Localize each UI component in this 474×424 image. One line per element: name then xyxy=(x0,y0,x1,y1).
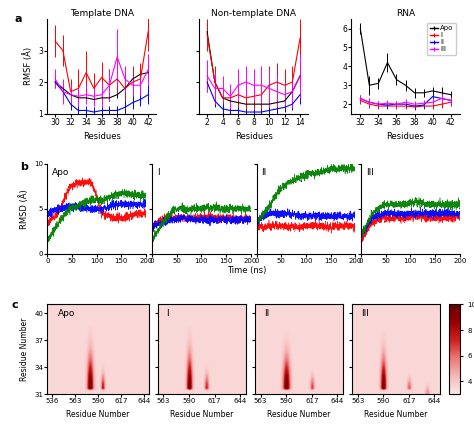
Legend: Apo, I, II, III: Apo, I, II, III xyxy=(427,22,456,55)
X-axis label: Residues: Residues xyxy=(387,132,424,141)
Y-axis label: Residue Number: Residue Number xyxy=(20,318,29,381)
Text: Time (ns): Time (ns) xyxy=(227,266,266,276)
Text: c: c xyxy=(12,300,18,310)
Text: III: III xyxy=(366,168,374,177)
Text: b: b xyxy=(20,162,27,172)
X-axis label: Residue Number: Residue Number xyxy=(170,410,234,419)
Text: a: a xyxy=(15,14,22,24)
Title: RNA: RNA xyxy=(396,9,415,18)
Text: II: II xyxy=(264,309,269,318)
Text: III: III xyxy=(361,309,369,318)
Text: I: I xyxy=(166,309,169,318)
Text: Apo: Apo xyxy=(52,168,70,177)
X-axis label: Residues: Residues xyxy=(83,132,120,141)
Title: Non-template DNA: Non-template DNA xyxy=(211,9,296,18)
Text: Apo: Apo xyxy=(57,309,75,318)
X-axis label: Residue Number: Residue Number xyxy=(267,410,331,419)
Text: I: I xyxy=(157,168,160,177)
Text: II: II xyxy=(262,168,267,177)
Title: Template DNA: Template DNA xyxy=(70,9,134,18)
X-axis label: Residues: Residues xyxy=(235,132,273,141)
Y-axis label: RMSD (Å): RMSD (Å) xyxy=(19,189,29,229)
Y-axis label: RMSF (Å): RMSF (Å) xyxy=(23,47,33,85)
X-axis label: Residue Number: Residue Number xyxy=(365,410,428,419)
X-axis label: Residue Number: Residue Number xyxy=(66,410,130,419)
